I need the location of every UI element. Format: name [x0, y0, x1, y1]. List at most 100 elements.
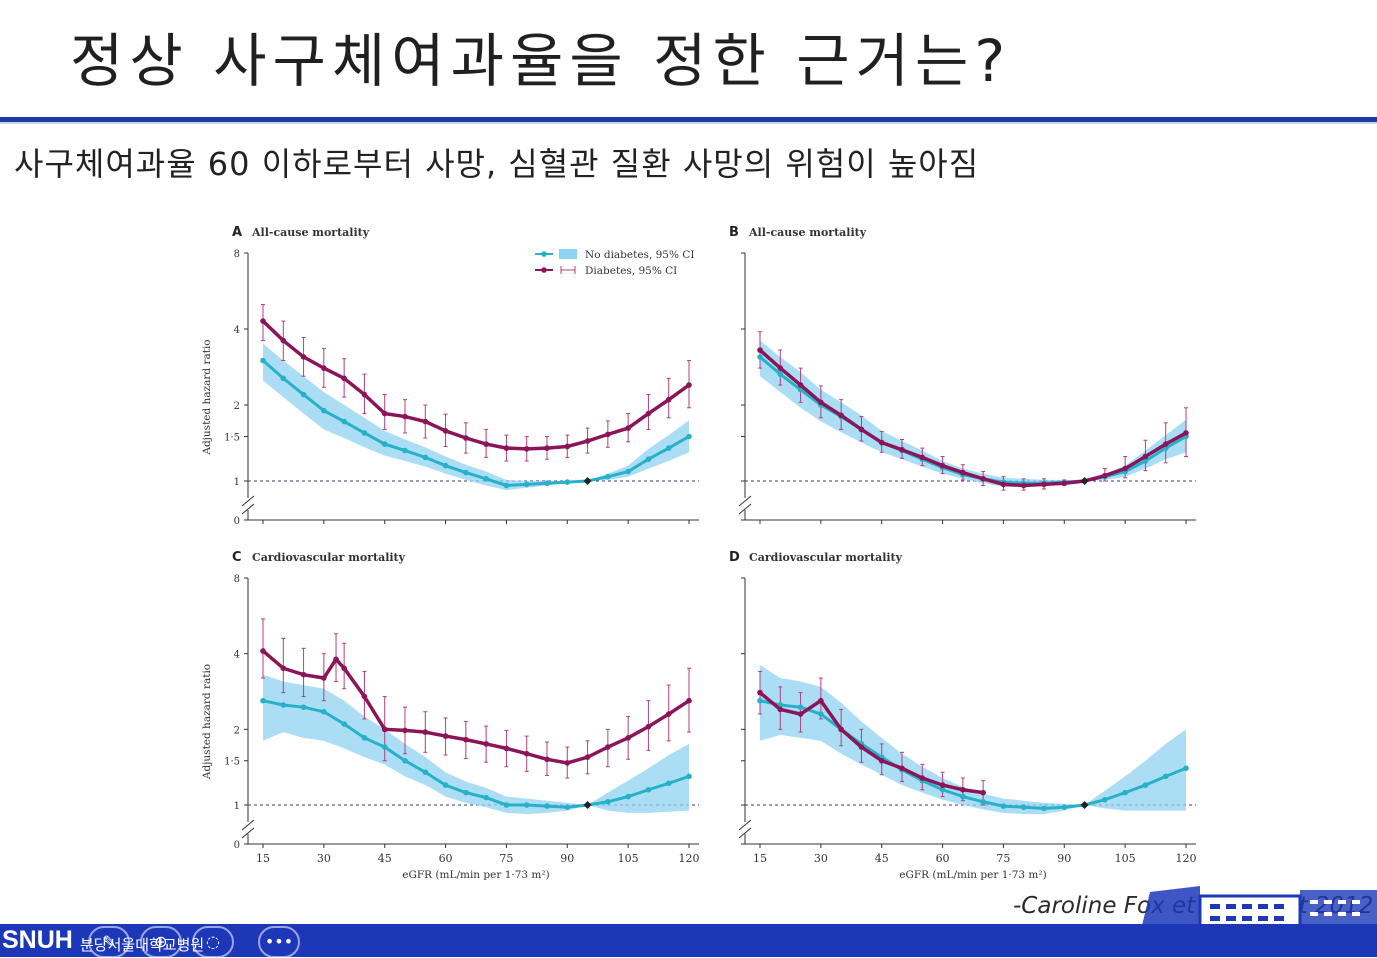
axis-break-mark — [241, 495, 255, 507]
diabetes-point — [523, 446, 530, 452]
diabetes-point — [919, 454, 926, 461]
panel-letter: A — [232, 225, 242, 240]
panel-title: All-cause mortality — [748, 226, 867, 239]
diabetes-point — [980, 476, 986, 482]
y-tick-label: 0 — [234, 516, 240, 527]
diabetes-point — [777, 365, 784, 371]
x-tick-label: 60 — [936, 852, 950, 865]
diabetes-point — [919, 775, 926, 781]
reference-point — [1080, 801, 1089, 809]
diabetes-point — [1142, 453, 1149, 460]
diabetes-point — [523, 750, 530, 757]
x-tick-label: 15 — [753, 852, 767, 865]
no-diabetes-point — [260, 697, 266, 704]
legend-entry: Diabetes, 95% CI — [585, 265, 677, 277]
diabetes-point — [442, 733, 449, 739]
no-diabetes-point — [1061, 804, 1068, 811]
no-diabetes-point — [483, 476, 489, 482]
diabetes-point — [1183, 430, 1189, 436]
mortality-figure: A All-cause mortality 0 1 1·5 2 4 8 Adjusted haz… — [201, 225, 1197, 881]
y-tick-label: 2 — [234, 725, 240, 736]
zoom-tool-button[interactable]: ⊕ — [140, 926, 182, 958]
axis-break-mark — [241, 819, 255, 831]
diabetes-point — [422, 418, 429, 425]
no-diabetes-point — [361, 735, 368, 741]
footer-logo: SNUH — [2, 926, 73, 954]
no-diabetes-point — [757, 697, 763, 704]
diabetes-point — [544, 756, 550, 763]
no-diabetes-point — [503, 482, 510, 489]
diabetes-point — [584, 438, 591, 444]
diabetes-point — [665, 396, 672, 403]
pen-tool-button[interactable]: ✎ — [88, 926, 130, 958]
diabetes-point — [605, 431, 611, 438]
y-tick-label: 1·5 — [224, 757, 240, 768]
pointer-tool-button[interactable]: ◌ — [192, 926, 234, 958]
no-diabetes-point — [463, 469, 469, 476]
no-diabetes-line — [262, 359, 690, 487]
y-tick-label: 8 — [234, 249, 240, 260]
no-diabetes-point — [523, 481, 530, 488]
diabetes-point — [858, 744, 865, 750]
diabetes-point — [899, 765, 905, 772]
panel-title: Cardiovascular mortality — [749, 551, 903, 564]
no-diabetes-point — [523, 802, 530, 808]
diabetes-point — [260, 318, 266, 324]
no-diabetes-point — [605, 473, 611, 480]
no-diabetes-point — [463, 789, 469, 796]
x-tick-label: 105 — [618, 852, 639, 865]
panel-title: All-cause mortality — [251, 226, 370, 239]
no-diabetes-point — [625, 793, 631, 800]
axis-break-mark — [738, 819, 752, 831]
diabetes-point — [300, 354, 307, 360]
no-diabetes-point — [544, 803, 550, 809]
diabetes-point — [503, 745, 510, 752]
diabetes-point — [381, 410, 388, 417]
no-diabetes-point — [422, 454, 429, 461]
legend-swatch-band — [559, 249, 577, 259]
no-diabetes-point — [1000, 803, 1007, 809]
no-diabetes-point — [686, 433, 692, 440]
chart-panel-c: C Cardiovascular mortality 0 1 1·5 2 4 8 15 30 45 6… — [201, 550, 700, 881]
no-diabetes-point — [1183, 765, 1189, 772]
reference-point — [583, 801, 592, 809]
x-tick-label: 90 — [560, 852, 574, 865]
no-diabetes-ci-band — [760, 665, 1186, 815]
no-diabetes-point — [361, 430, 368, 436]
no-diabetes-point — [797, 704, 804, 710]
no-diabetes-ci-band — [263, 674, 689, 815]
x-tick-label: 15 — [256, 852, 270, 865]
x-tick-label: 30 — [317, 852, 331, 865]
diabetes-point — [665, 711, 672, 717]
no-diabetes-line — [262, 699, 690, 809]
no-diabetes-point — [321, 708, 327, 715]
no-diabetes-point — [300, 704, 307, 710]
diabetes-point — [321, 365, 327, 371]
panel-title: Cardiovascular mortality — [252, 551, 406, 564]
diabetes-point — [564, 443, 571, 450]
no-diabetes-point — [503, 802, 510, 808]
no-diabetes-point — [1102, 796, 1108, 803]
diabetes-point — [939, 462, 946, 469]
slide-title: 정상 사구체여과율을 정한 근거는? — [70, 27, 1012, 95]
panel-letter: D — [729, 550, 740, 565]
no-diabetes-point — [686, 773, 692, 780]
axis-break-mark — [738, 827, 752, 839]
panel-letter: B — [729, 225, 739, 240]
no-diabetes-point — [300, 391, 307, 398]
diabetes-point — [1122, 465, 1128, 472]
diabetes-point — [463, 435, 469, 441]
chart-panel-b: B All-cause mortality — [729, 225, 1196, 524]
diabetes-point — [402, 727, 408, 734]
diabetes-point — [878, 439, 885, 446]
no-diabetes-ci-band — [263, 343, 689, 491]
no-diabetes-line — [759, 699, 1187, 810]
diabetes-point — [503, 445, 510, 451]
diabetes-point — [625, 425, 631, 431]
y-tick-label: 1 — [234, 801, 240, 812]
diabetes-point — [757, 347, 763, 353]
more-options-button[interactable]: ••• — [258, 926, 300, 958]
no-diabetes-point — [260, 357, 266, 364]
no-diabetes-point — [564, 479, 571, 485]
diabetes-point — [899, 446, 905, 453]
